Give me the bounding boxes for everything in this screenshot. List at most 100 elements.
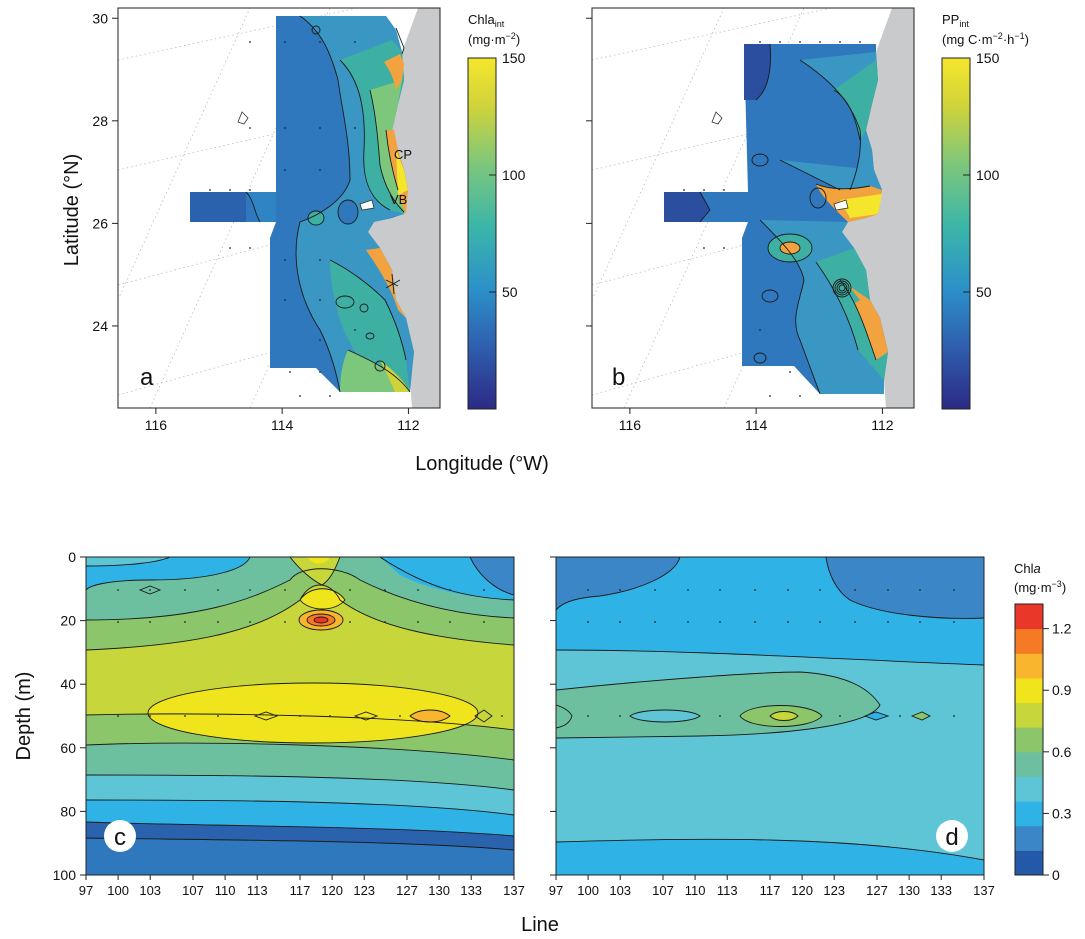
colorbar-b-title: PPint bbox=[942, 12, 969, 29]
x-tick-label: 97 bbox=[549, 883, 563, 898]
panel-label-b: b bbox=[612, 364, 625, 391]
stations-d bbox=[587, 589, 955, 717]
colorbar-d-title: Chla bbox=[1014, 561, 1041, 576]
colorbar-tick-label: 150 bbox=[976, 50, 1000, 66]
x-tick-label: 113 bbox=[247, 883, 268, 898]
panel-label-a: a bbox=[140, 364, 154, 391]
x-tick-label: 107 bbox=[182, 883, 204, 898]
colorbar-step bbox=[1015, 801, 1043, 827]
x-tick-label: 133 bbox=[460, 883, 482, 898]
y-tick-label: 20 bbox=[60, 613, 76, 629]
panel-d: 97 100 103 107 110 113 117 120 123 127 130 133 137 d bbox=[549, 556, 995, 898]
colorbar-tick-label: 100 bbox=[976, 167, 1000, 183]
colorbar-step bbox=[1015, 702, 1043, 728]
colorbar-b: PPint (mg C·m−2·h−1) 150 100 50 bbox=[941, 12, 1029, 410]
colorbar-d: Chla (mg·m−3) 1.2 0.9 0.6 0.3 0 bbox=[1014, 561, 1072, 883]
x-tick-label: 130 bbox=[898, 883, 920, 898]
land-a bbox=[368, 8, 440, 408]
x-tick-label: 116 bbox=[145, 417, 168, 433]
colorbar-tick-label: 1.2 bbox=[1052, 621, 1072, 637]
colorbar-tick-label: 150 bbox=[502, 50, 526, 66]
panel-label-d: d bbox=[936, 820, 968, 852]
colorbar-tick-label: 0.9 bbox=[1052, 682, 1072, 698]
axis-ticks-c: 97 100 103 107 110 113 117 120 123 127 130 133 13702… bbox=[53, 549, 525, 898]
colorbar-d-unit: (mg·m−3) bbox=[1014, 579, 1066, 595]
x-tick-label: 123 bbox=[353, 883, 375, 898]
y-tick-label: 60 bbox=[60, 740, 76, 756]
colorbar-step bbox=[1015, 825, 1043, 851]
x-tick-label: 114 bbox=[271, 417, 294, 433]
colorbar-a: Chlaint (mg·m−2) 150 100 50 bbox=[467, 12, 526, 410]
x-tick-label: 97 bbox=[79, 883, 93, 898]
y-tick-label: 100 bbox=[53, 867, 77, 883]
svg-text:d: d bbox=[945, 824, 958, 851]
panel-a: CP VB 116 114 112 30 28 26 24 a bbox=[92, 7, 441, 433]
colorbar-a-title: Chlaint bbox=[468, 12, 505, 29]
axis-ticks-b: 116 114 112 bbox=[586, 17, 894, 433]
x-axis-title-bottom: Line bbox=[521, 914, 559, 936]
colorbar-step bbox=[1015, 776, 1043, 802]
colorbar-tick-label: 50 bbox=[976, 284, 992, 300]
x-tick-label: 127 bbox=[396, 883, 418, 898]
y-tick-label: 0 bbox=[68, 549, 76, 565]
stations-b bbox=[683, 41, 861, 397]
x-tick-label: 117 bbox=[760, 883, 781, 898]
x-tick-label: 133 bbox=[930, 883, 952, 898]
x-tick-label: 120 bbox=[791, 883, 813, 898]
colorbar-tick-label: 0.6 bbox=[1052, 744, 1072, 760]
stations-c bbox=[117, 589, 503, 717]
stations-a bbox=[209, 41, 356, 397]
y-tick-label: 26 bbox=[92, 215, 108, 231]
colorbar-tick-label: 100 bbox=[502, 167, 526, 183]
y-tick-label: 24 bbox=[92, 318, 108, 334]
x-tick-label: 127 bbox=[866, 883, 888, 898]
y-axis-title-top: Latitude (°N) bbox=[61, 154, 83, 267]
y-tick-label: 28 bbox=[92, 113, 108, 129]
svg-text:c: c bbox=[114, 824, 126, 851]
colorbar-step bbox=[1015, 677, 1043, 704]
x-tick-label: 113 bbox=[717, 883, 738, 898]
land-b bbox=[842, 8, 914, 408]
x-tick-label: 107 bbox=[652, 883, 674, 898]
x-tick-label: 103 bbox=[139, 883, 161, 898]
annotation-vb: VB bbox=[390, 192, 407, 207]
colorbar-tick-label: 0.3 bbox=[1052, 805, 1072, 821]
colorbar-tick-label: 0 bbox=[1052, 867, 1060, 883]
x-tick-label: 110 bbox=[685, 883, 706, 898]
x-tick-label: 123 bbox=[823, 883, 845, 898]
axis-ticks-d: 97 100 103 107 110 113 117 120 123 127 130 133 137 bbox=[549, 556, 995, 898]
colorbar-b-unit: (mg C·m−2·h−1) bbox=[942, 31, 1029, 47]
panel-c: 97 100 103 107 110 113 117 120 123 127 130 133 13702… bbox=[53, 549, 525, 898]
panel-b: 116 114 112 b bbox=[586, 7, 915, 433]
panel-label-c: c bbox=[104, 820, 136, 852]
x-axis-title-top: Longitude (°W) bbox=[415, 453, 549, 475]
colorbar-step bbox=[1015, 727, 1043, 753]
x-tick-label: 100 bbox=[107, 883, 129, 898]
x-tick-label: 130 bbox=[428, 883, 450, 898]
colorbar-step bbox=[1015, 751, 1043, 777]
y-tick-label: 80 bbox=[60, 803, 76, 819]
colorbar-step bbox=[1015, 850, 1043, 876]
x-tick-label: 117 bbox=[290, 883, 311, 898]
colorbar-step bbox=[1015, 653, 1043, 679]
colorbar-step bbox=[1015, 604, 1043, 630]
x-tick-label: 137 bbox=[503, 883, 525, 898]
colorbar-step bbox=[1015, 628, 1043, 654]
x-tick-label: 137 bbox=[973, 883, 995, 898]
x-tick-label: 120 bbox=[321, 883, 343, 898]
colorbar-a-unit: (mg·m−2) bbox=[468, 31, 520, 47]
x-tick-label: 100 bbox=[577, 883, 599, 898]
axis-ticks-a: 116 114 112 30 28 26 24 bbox=[92, 10, 419, 433]
annotation-cp: CP bbox=[394, 147, 412, 162]
x-tick-label: 112 bbox=[397, 417, 420, 433]
y-tick-label: 30 bbox=[92, 10, 108, 26]
y-tick-label: 40 bbox=[60, 676, 76, 692]
x-tick-label: 112 bbox=[871, 417, 894, 433]
x-tick-label: 103 bbox=[609, 883, 631, 898]
x-tick-label: 114 bbox=[745, 417, 768, 433]
x-tick-label: 110 bbox=[215, 883, 236, 898]
colorbar-tick-label: 50 bbox=[502, 284, 518, 300]
y-axis-title-bottom: Depth (m) bbox=[13, 672, 35, 761]
x-tick-label: 116 bbox=[619, 417, 642, 433]
